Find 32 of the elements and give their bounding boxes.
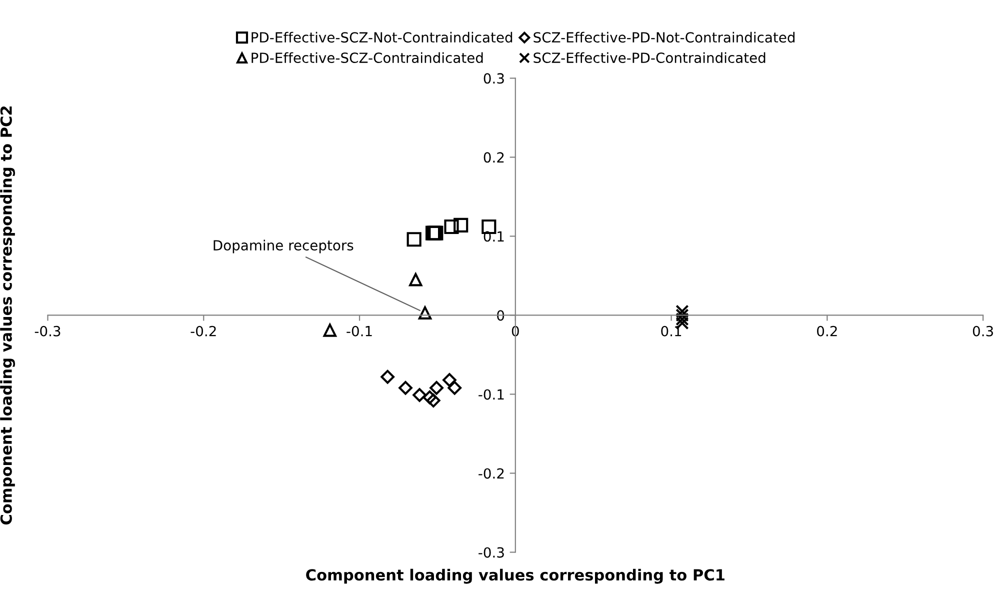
point xyxy=(398,380,412,395)
point xyxy=(409,273,422,286)
y-tick-label: 0.3 xyxy=(484,73,504,84)
point xyxy=(380,370,395,384)
point xyxy=(676,304,689,318)
y-tick-label: -0.2 xyxy=(478,468,504,479)
point xyxy=(444,219,459,234)
point xyxy=(442,373,456,387)
legend-label: PD-Effective-SCZ-Not-Contraindicated xyxy=(252,32,512,43)
y-tick-label: 0.2 xyxy=(484,152,504,163)
x-tick-label: -0.1 xyxy=(346,326,372,336)
x-tick-label: -0.2 xyxy=(190,326,216,336)
y-tick-label: 0 xyxy=(497,310,504,321)
point xyxy=(406,232,422,247)
annotation: Dopamine receptors xyxy=(214,240,354,254)
x-axis-title: Component loading values corresponding to PC1 xyxy=(306,568,724,584)
point xyxy=(448,380,462,395)
x-tick-label: 0.2 xyxy=(817,326,837,336)
legend-label: SCZ-Effective-PD-Not-Contraindicated xyxy=(534,32,795,43)
x-tick-label: -0.3 xyxy=(34,326,60,336)
legend-label: SCZ-Effective-PD-Contraindicated xyxy=(534,52,766,64)
point xyxy=(323,324,337,337)
point xyxy=(418,306,432,320)
x-tick-label: 0.3 xyxy=(972,326,993,336)
y-axis-title: Component loading values corresponding to PC2 xyxy=(0,106,16,525)
point xyxy=(412,388,426,402)
point xyxy=(430,380,444,395)
legend-label: PD-Effective-SCZ-Contraindicated xyxy=(252,52,483,64)
x-tick-label: 0 xyxy=(512,326,519,336)
point xyxy=(454,218,468,232)
y-tick-label: -0.3 xyxy=(478,547,504,558)
y-tick-label: -0.1 xyxy=(478,389,504,400)
